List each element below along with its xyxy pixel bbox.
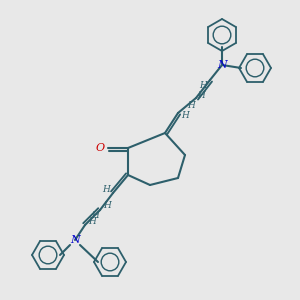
Text: H: H [88,217,96,226]
Text: H: H [102,185,110,194]
Text: H: H [187,101,195,110]
Text: H: H [197,92,205,100]
Text: N: N [217,60,227,70]
Text: H: H [91,212,99,220]
Text: H: H [103,200,111,209]
Text: O: O [95,143,105,153]
Text: H: H [199,80,207,89]
Text: H: H [181,110,189,119]
Text: N: N [70,235,80,245]
